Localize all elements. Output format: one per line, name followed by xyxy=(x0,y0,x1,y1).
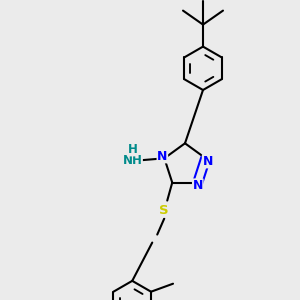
Text: N: N xyxy=(157,150,167,163)
Text: N: N xyxy=(202,155,213,168)
Text: S: S xyxy=(159,204,169,217)
Text: H: H xyxy=(128,143,137,156)
Text: NH: NH xyxy=(122,154,142,167)
Text: N: N xyxy=(193,179,203,192)
